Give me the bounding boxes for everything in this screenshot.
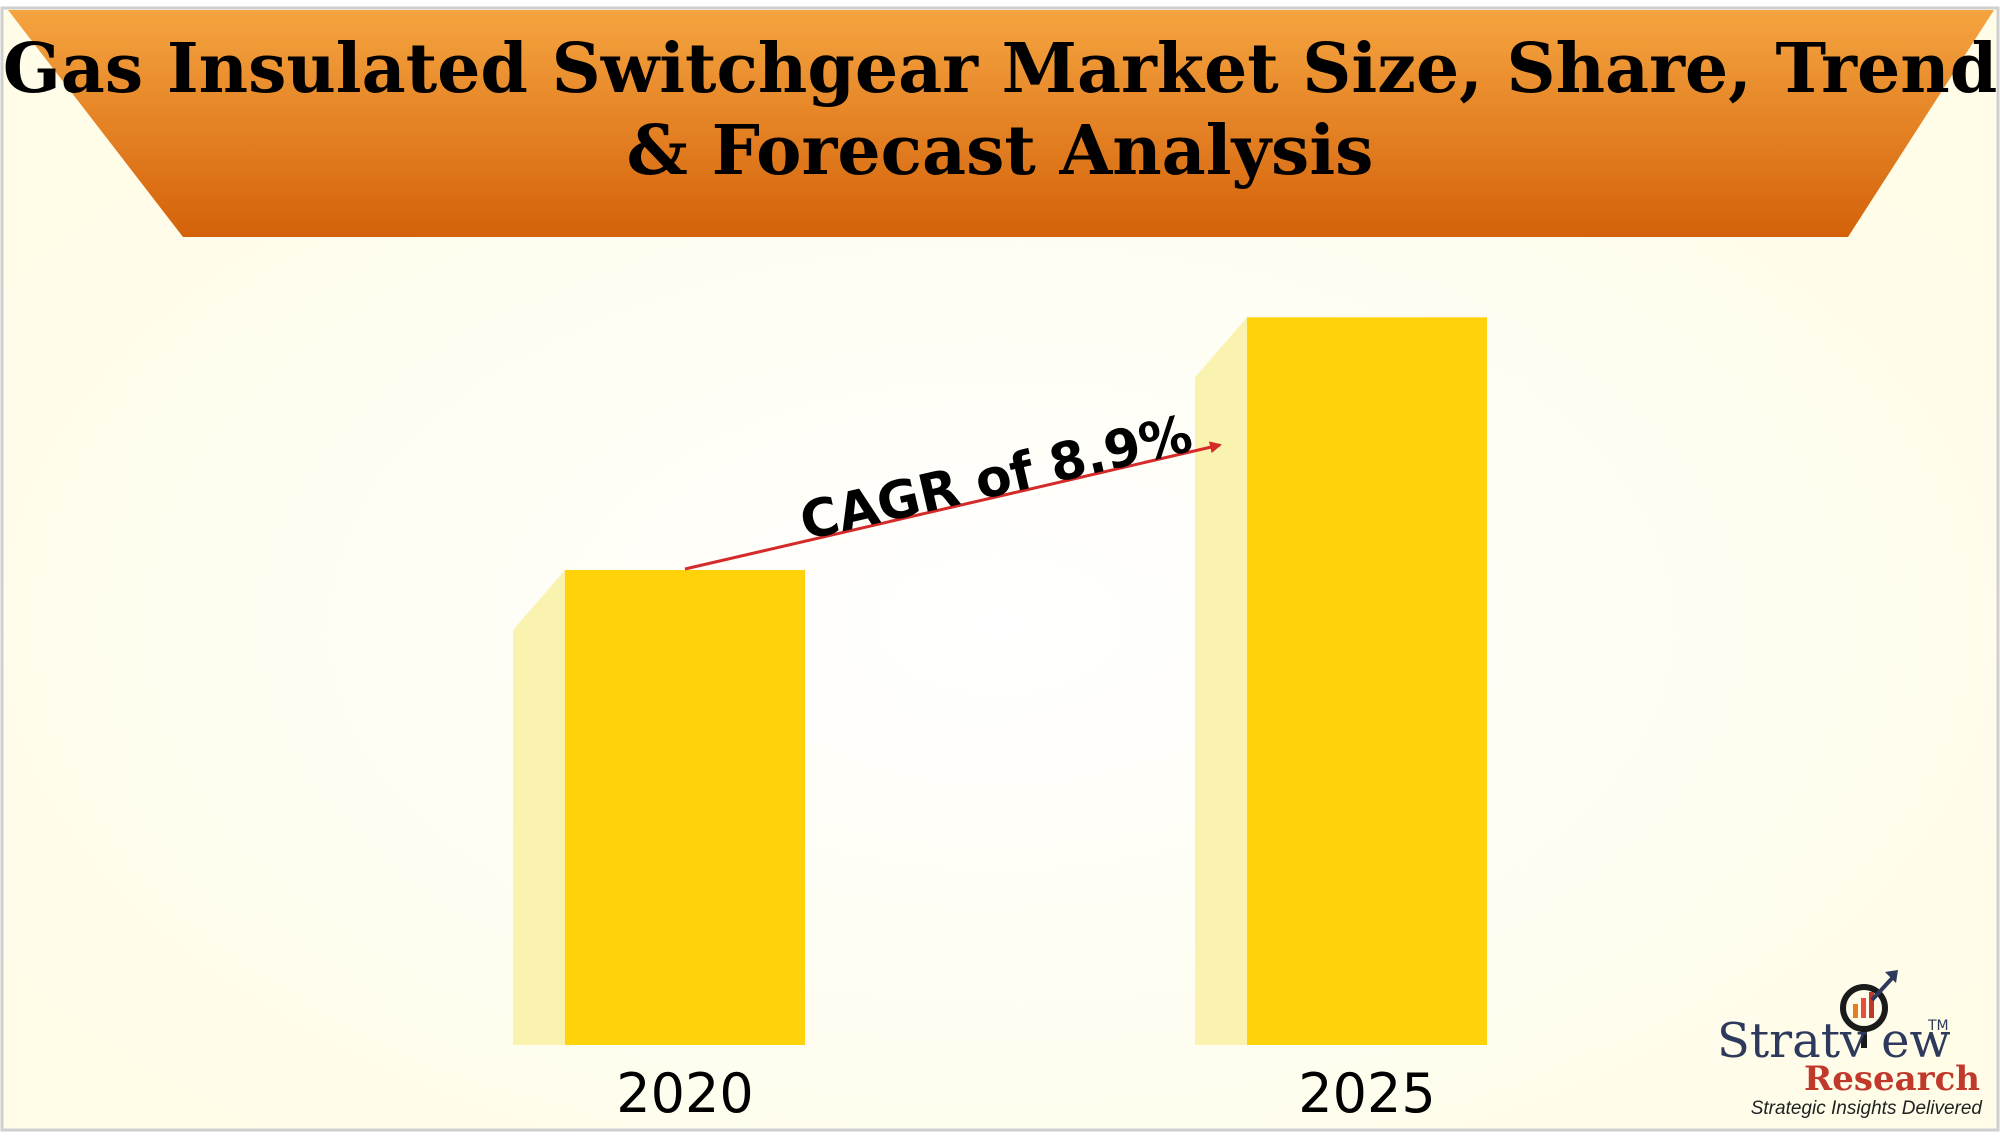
x-tick-label-2020: 2020 (616, 1062, 753, 1125)
title-line-1: Gas Insulated Switchgear Market Size, Sh… (3, 29, 1998, 109)
x-tick-label-2025: 2025 (1298, 1062, 1435, 1125)
cagr-arrow (684, 441, 1222, 571)
logo-research: Research (1804, 1059, 1980, 1099)
bar-side-2020 (513, 570, 565, 1045)
bar-side-2025 (1195, 317, 1247, 1045)
logo-name: Stratv ew (1717, 1013, 1951, 1069)
logo-tm: TM (1927, 1018, 1949, 1034)
title-banner (8, 10, 1994, 237)
magnifier-chart-icon (1840, 970, 1898, 1048)
bar-2025 (1247, 317, 1487, 1045)
title-line-2: & Forecast Analysis (627, 111, 1374, 191)
logo: Stratv ew TM Research Strategic Insights … (1717, 970, 1983, 1119)
logo-tagline: Strategic Insights Delivered (1751, 1098, 1984, 1119)
bar-2020 (565, 570, 805, 1045)
bars: 2020 2025 (513, 317, 1487, 1125)
